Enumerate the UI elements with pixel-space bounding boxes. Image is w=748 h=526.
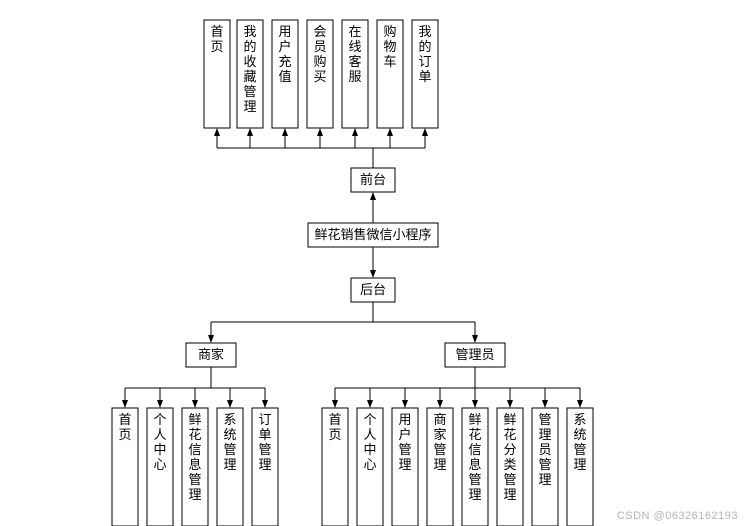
admin-leaf-label-0: 首页: [328, 412, 341, 442]
frontend-leaf-label-5: 购物车: [383, 24, 396, 69]
merchant-leaf-label-2: 鲜花信息管理: [188, 412, 201, 502]
frontend-leaf-label-1: 我的收藏管理: [243, 24, 256, 114]
watermark-text: CSDN @06326162193: [617, 510, 738, 522]
frontend-leaf-label-0: 首页: [210, 24, 223, 54]
admin-label: 管理员: [455, 347, 494, 362]
merchant-leaf-label-0: 首页: [118, 412, 131, 442]
frontend-leaf-label-4: 在线客服: [348, 24, 361, 84]
hierarchy-diagram: 鲜花销售微信小程序前台后台首页我的收藏管理用户充值会员购买在线客服购物车我的订单…: [0, 0, 748, 526]
admin-leaf-label-4: 鲜花信息管理: [468, 412, 481, 502]
admin-leaf-label-7: 系统管理: [573, 412, 586, 472]
frontend-label: 前台: [360, 172, 386, 187]
admin-leaf-label-5: 鲜花分类管理: [503, 412, 516, 502]
merchant-label: 商家: [198, 347, 224, 362]
center-label: 鲜花销售微信小程序: [314, 227, 431, 242]
merchant-leaf-label-1: 个人中心: [153, 412, 166, 472]
admin-leaf-label-1: 个人中心: [363, 412, 376, 472]
admin-leaf-label-6: 管理员管理: [538, 412, 551, 487]
admin-leaf-label-3: 商家管理: [433, 412, 446, 472]
merchant-leaf-label-3: 系统管理: [223, 412, 236, 472]
frontend-leaf-label-2: 用户充值: [278, 24, 291, 84]
backend-label: 后台: [360, 282, 386, 297]
frontend-leaf-label-6: 我的订单: [418, 24, 431, 84]
frontend-leaf-label-3: 会员购买: [313, 24, 326, 84]
admin-leaf-label-2: 用户管理: [398, 412, 411, 472]
merchant-leaf-label-4: 订单管理: [258, 412, 271, 472]
